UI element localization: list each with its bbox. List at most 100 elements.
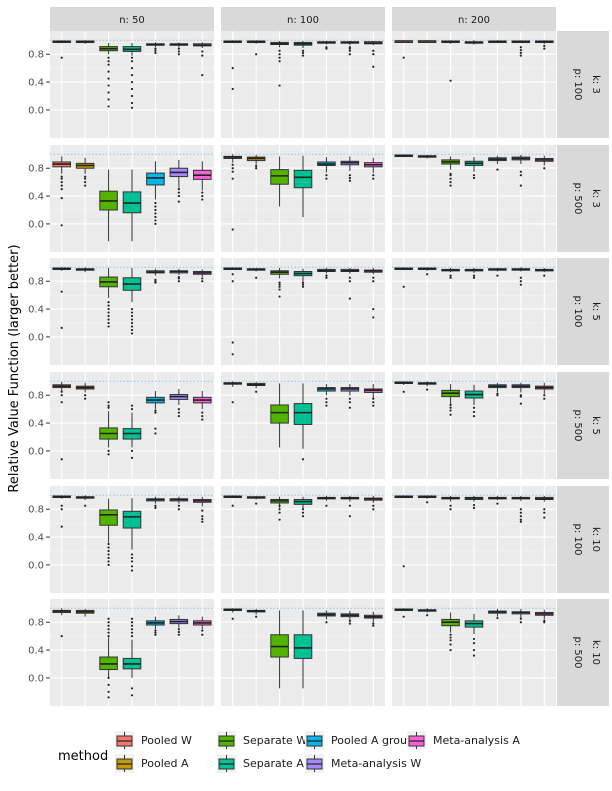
outlier-point (372, 404, 375, 407)
outlier-point (154, 427, 157, 430)
outlier-point (402, 285, 405, 288)
outlier-point (107, 84, 110, 87)
outlier-point (519, 51, 522, 54)
outlier-point (449, 409, 452, 412)
box-separate-a (122, 268, 142, 335)
panel-k-5-p-100-n-50 (50, 258, 214, 365)
outlier-point (177, 411, 180, 414)
outlier-point (107, 624, 110, 627)
outlier-point (472, 174, 476, 177)
outlier-point (372, 508, 375, 511)
outlier-point (519, 276, 522, 279)
box-pooled-a (75, 495, 95, 507)
box-meta-analysis-a (193, 42, 212, 77)
outlier-point (154, 215, 157, 219)
outlier-point (426, 273, 429, 276)
box-pooled-a (417, 267, 437, 276)
outlier-point (177, 415, 180, 418)
outlier-point (130, 307, 134, 311)
y-tick-label: 0.8 (28, 391, 44, 402)
outlier-point (519, 46, 522, 49)
y-axis-label: Relative Value Function (larger better) (7, 244, 22, 492)
box-meta-analysis-a (193, 161, 212, 201)
outlier-point (201, 191, 204, 194)
outlier-point (107, 560, 110, 563)
outlier-point (278, 49, 281, 52)
legend-label: Pooled A (141, 757, 189, 770)
outlier-point (543, 394, 546, 397)
outlier-point (402, 615, 405, 618)
outlier-point (107, 553, 110, 556)
outlier-point (60, 394, 63, 397)
outlier-point (201, 74, 204, 77)
panel-k-5-p-500-n-200 (392, 372, 556, 479)
y-tick-label: 0.0 (28, 560, 44, 571)
outlier-point (177, 508, 180, 511)
box-separate-a (293, 383, 313, 461)
outlier-point (107, 304, 110, 307)
legend-item-separate-w: Separate W (217, 731, 307, 750)
outlier-point (177, 504, 180, 507)
box-pooled-a (417, 381, 437, 391)
box-separate-w (441, 156, 460, 187)
outlier-point (449, 633, 452, 636)
outlier-point (372, 53, 375, 56)
outlier-point (519, 617, 522, 620)
outlier-point (325, 397, 328, 400)
outlier-point (519, 515, 522, 518)
box-meta-analysis-w (169, 615, 189, 636)
outlier-point (130, 624, 134, 627)
row-strip-5 (557, 486, 609, 593)
y-tick-label: 0.4 (28, 419, 44, 430)
outlier-point (372, 49, 375, 52)
outlier-point (348, 504, 351, 507)
outlier-point (107, 307, 110, 311)
outlier-point (154, 504, 157, 507)
outlier-point (449, 639, 452, 642)
legend-label: Meta-analysis W (331, 757, 421, 770)
outlier-point (543, 44, 546, 47)
y-tick-label: 0.8 (28, 164, 44, 175)
outlier-point (107, 404, 110, 407)
outlier-point (348, 397, 351, 400)
outlier-point (130, 456, 134, 459)
outlier-point (301, 515, 305, 518)
outlier-point (348, 46, 351, 49)
outlier-point (519, 283, 522, 286)
box-meta-analysis-a (364, 384, 383, 407)
outlier-point (60, 197, 63, 200)
outlier-point (472, 276, 476, 279)
panel-k-3-p-100-n-200 (392, 31, 556, 138)
box-meta-analysis-a (364, 268, 383, 319)
box-pooled-w (394, 267, 413, 288)
panel-k-5-p-500-n-50 (50, 372, 214, 479)
outlier-point (130, 56, 134, 59)
box-meta-analysis-a (535, 268, 554, 277)
box-separate-a (293, 268, 313, 288)
outlier-point (130, 80, 134, 84)
outlier-point (231, 273, 234, 276)
box-iqr (270, 404, 289, 424)
legend-item-pooled-a: Pooled A (115, 754, 189, 773)
outlier-point (449, 177, 452, 180)
outlier-point (255, 53, 258, 56)
outlier-point (231, 353, 234, 356)
outlier-point (177, 47, 180, 50)
box-pooled-a-group (317, 157, 336, 180)
outlier-point (154, 205, 157, 208)
outlier-point (301, 281, 305, 284)
legend-label: Meta-analysis A (433, 734, 520, 747)
outlier-point (372, 622, 375, 625)
outlier-point (231, 167, 234, 170)
box-pooled-a (246, 496, 266, 505)
box-separate-w (270, 41, 289, 87)
outlier-point (130, 314, 134, 318)
box-separate-w (270, 156, 289, 207)
box-separate-w (99, 43, 118, 108)
box-pooled-w (394, 40, 413, 59)
outlier-point (325, 274, 328, 277)
box-meta-analysis-a (193, 616, 212, 636)
outlier-point (107, 542, 110, 546)
box-pooled-a-group (146, 268, 165, 284)
outlier-point (107, 98, 110, 101)
